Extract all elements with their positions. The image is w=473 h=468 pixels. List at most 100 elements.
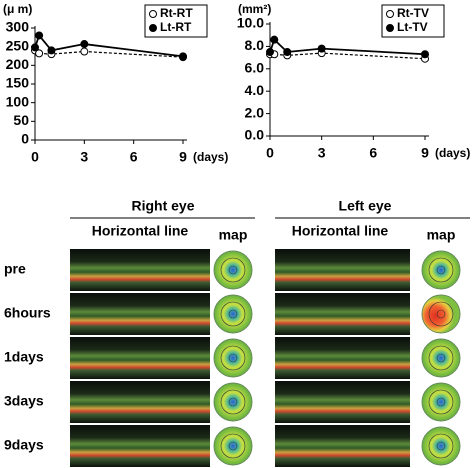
data-point: [266, 48, 274, 56]
column-header: map: [427, 227, 456, 243]
map-ring: [228, 265, 238, 275]
oct-scan: [275, 293, 410, 335]
map-ring: [228, 441, 238, 451]
map-ring: [428, 257, 454, 283]
series-line: [269, 38, 426, 56]
x-axis-label: (days): [193, 150, 228, 164]
oct-scan: [275, 381, 410, 423]
eye-header: Left eye: [339, 198, 392, 214]
oct-scan: [70, 381, 210, 423]
column-header: Horizontal line: [292, 223, 389, 239]
map-ring: [436, 397, 446, 407]
x-tick-label: 9: [179, 149, 187, 165]
x-tick-label: 6: [369, 145, 377, 161]
map-ring: [436, 353, 446, 363]
image-panel: Right eye Left eye Horizontal line map Horiz…: [4, 198, 470, 467]
data-point: [35, 31, 44, 40]
data-point: [35, 49, 44, 58]
map-ring: [428, 345, 454, 371]
map-ring: [228, 353, 238, 363]
map-ring: [436, 441, 446, 451]
legend-marker: [386, 10, 394, 18]
row-label: 6hours: [4, 305, 51, 321]
y-tick-label: 100: [6, 93, 30, 109]
legend-box: [144, 4, 208, 38]
map-ring: [228, 309, 238, 319]
thickness-map: [421, 338, 461, 378]
data-point: [283, 48, 292, 56]
map-ring: [220, 433, 246, 459]
y-tick-label: 10.0: [237, 15, 264, 31]
thickness-map: [213, 426, 253, 466]
row-label: 1days: [4, 349, 44, 365]
data-point: [31, 43, 39, 52]
map-ring: [428, 433, 454, 459]
legend-label: Lt-RT: [160, 20, 192, 34]
map-ring: [436, 309, 446, 319]
y-tick-label: 0: [21, 131, 29, 147]
x-tick-label: 0: [266, 145, 274, 161]
x-tick-label: 9: [421, 145, 429, 161]
data-point: [270, 35, 279, 44]
thickness-map: [421, 426, 461, 466]
thickness-map: [213, 250, 253, 290]
thickness-map: [421, 382, 461, 422]
oct-scan: [70, 337, 210, 379]
y-tick-label: 6.0: [245, 60, 265, 76]
map-ring: [228, 397, 238, 407]
y-tick-label: 0.0: [245, 127, 265, 143]
y-tick-label: 300: [6, 19, 30, 35]
data-point: [80, 47, 89, 56]
y-axis-label: (mm²): [238, 2, 271, 16]
map-ring: [220, 301, 246, 327]
row-label: 3days: [4, 393, 44, 409]
oct-scan: [70, 293, 210, 335]
thickness-map: [213, 338, 253, 378]
data-point: [80, 40, 89, 49]
data-point: [47, 46, 56, 55]
oct-scan: [275, 425, 410, 467]
thickness-map: [421, 250, 461, 290]
x-axis-label: (days): [435, 146, 470, 160]
y-tick-label: 50: [13, 112, 29, 128]
data-point: [421, 50, 429, 59]
oct-scan: [275, 249, 410, 291]
map-ring: [428, 389, 454, 415]
column-header: map: [219, 227, 248, 243]
row-label: 9days: [4, 437, 44, 453]
column-header: Horizontal line: [92, 223, 189, 239]
y-axis-label: (μ m): [3, 2, 32, 16]
x-tick-label: 3: [318, 145, 326, 161]
y-tick-label: 2.0: [245, 104, 265, 120]
legend-marker: [386, 24, 394, 32]
legend-marker: [149, 10, 157, 18]
y-tick-label: 200: [6, 56, 30, 72]
x-tick-label: 0: [31, 149, 39, 165]
legend-label: Rt-RT: [160, 6, 193, 20]
series-line: [270, 52, 426, 60]
y-tick-label: 4.0: [245, 82, 265, 98]
map-ring: [428, 301, 454, 327]
x-tick-label: 3: [80, 149, 88, 165]
legend-box: [381, 4, 445, 38]
legend-label: Rt-TV: [397, 6, 429, 20]
y-tick-label: 8.0: [245, 37, 265, 53]
oct-scan: [70, 249, 210, 291]
data-point: [179, 52, 187, 61]
oct-scan: [70, 425, 210, 467]
map-ring: [220, 345, 246, 371]
data-point: [317, 44, 326, 53]
thickness-map: [213, 294, 253, 334]
y-tick-label: 150: [6, 75, 30, 91]
map-ring: [220, 257, 246, 283]
legend-label: Lt-TV: [397, 20, 428, 34]
map-ring: [436, 265, 446, 275]
legend-marker: [149, 24, 157, 32]
x-tick-label: 6: [130, 149, 138, 165]
thickness-map: [213, 382, 253, 422]
map-ring: [220, 389, 246, 415]
oct-scan: [275, 337, 410, 379]
eye-header: Right eye: [131, 198, 194, 214]
